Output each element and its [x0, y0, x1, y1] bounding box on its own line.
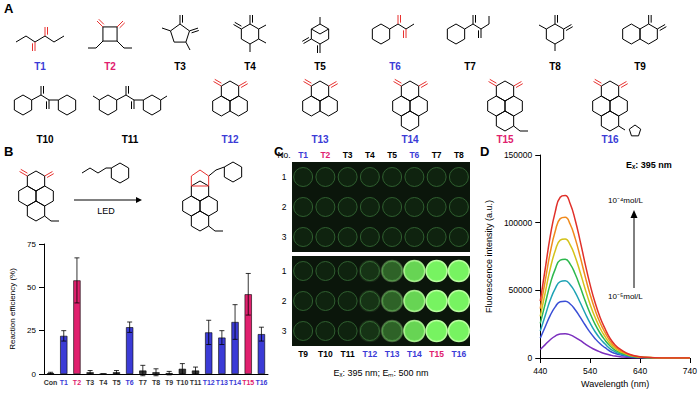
svg-text:0: 0: [32, 370, 37, 379]
svg-text:T7: T7: [139, 379, 147, 386]
svg-text:T15: T15: [496, 134, 514, 145]
svg-text:T10: T10: [36, 134, 54, 145]
svg-text:Reaction efficiency (%): Reaction efficiency (%): [8, 268, 17, 350]
svg-text:2: 2: [282, 296, 287, 306]
svg-text:T2: T2: [104, 61, 116, 72]
svg-text:T7: T7: [432, 150, 442, 160]
svg-text:T14: T14: [407, 349, 422, 359]
svg-text:T3: T3: [343, 150, 353, 160]
svg-text:T8: T8: [152, 379, 160, 386]
svg-text:T6: T6: [409, 150, 419, 160]
svg-text:T13: T13: [311, 134, 329, 145]
svg-text:100000: 100000: [504, 218, 533, 228]
svg-text:T4: T4: [99, 379, 107, 386]
svg-text:T10: T10: [318, 349, 333, 359]
svg-text:T10: T10: [176, 379, 188, 386]
svg-text:T6: T6: [389, 61, 401, 72]
svg-text:T5: T5: [112, 379, 120, 386]
svg-text:T12: T12: [221, 134, 239, 145]
svg-text:Wavelength (nm): Wavelength (nm): [581, 379, 649, 389]
svg-text:T7: T7: [464, 61, 476, 72]
svg-text:T8: T8: [454, 150, 464, 160]
svg-text:T14: T14: [229, 379, 241, 386]
svg-text:T2: T2: [73, 379, 81, 386]
svg-text:T4: T4: [365, 150, 375, 160]
svg-text:10⁻⁵mol/L: 10⁻⁵mol/L: [608, 292, 643, 301]
svg-text:No.: No.: [277, 150, 290, 160]
svg-text:T15: T15: [242, 379, 254, 386]
svg-text:50000: 50000: [509, 285, 533, 295]
svg-text:75: 75: [27, 240, 36, 249]
svg-text:440: 440: [533, 366, 547, 376]
svg-text:540: 540: [583, 366, 597, 376]
svg-text:T9: T9: [165, 379, 173, 386]
svg-text:T4: T4: [244, 61, 256, 72]
svg-text:T11: T11: [190, 379, 202, 386]
svg-text:50: 50: [27, 283, 36, 292]
svg-text:Eₓ: 395 nm: Eₓ: 395 nm: [626, 160, 672, 170]
svg-text:T15: T15: [429, 349, 444, 359]
svg-text:T16: T16: [452, 349, 467, 359]
svg-text:2: 2: [282, 202, 287, 212]
svg-text:T3: T3: [174, 61, 186, 72]
svg-text:Eₓ: 395 nm; Eₘ: 500 nm: Eₓ: 395 nm; Eₘ: 500 nm: [334, 368, 429, 378]
svg-text:T12: T12: [363, 349, 378, 359]
svg-text:T6: T6: [126, 379, 134, 386]
svg-text:T13: T13: [385, 349, 400, 359]
svg-text:T8: T8: [549, 61, 561, 72]
svg-text:T11: T11: [122, 134, 139, 145]
svg-text:10⁻⁴mol/L: 10⁻⁴mol/L: [608, 196, 643, 205]
svg-text:Fluorescence intensity (a.u.): Fluorescence intensity (a.u.): [484, 200, 494, 313]
svg-text:T5: T5: [314, 61, 326, 72]
svg-text:Con: Con: [44, 379, 58, 386]
svg-text:T1: T1: [298, 150, 308, 160]
svg-text:740: 740: [683, 366, 697, 376]
svg-text:3: 3: [282, 232, 287, 242]
svg-text:1: 1: [282, 266, 287, 276]
svg-text:B: B: [4, 144, 13, 159]
svg-text:T16: T16: [255, 379, 267, 386]
svg-text:T9: T9: [634, 61, 646, 72]
svg-text:T1: T1: [34, 61, 46, 72]
svg-text:T16: T16: [601, 134, 619, 145]
svg-text:T12: T12: [203, 379, 215, 386]
svg-text:T3: T3: [86, 379, 94, 386]
svg-text:0: 0: [528, 353, 533, 363]
svg-text:T11: T11: [341, 349, 355, 359]
svg-text:A: A: [4, 1, 14, 16]
svg-text:T14: T14: [401, 134, 419, 145]
svg-text:1: 1: [282, 172, 287, 182]
svg-text:3: 3: [282, 326, 287, 336]
svg-text:T13: T13: [216, 379, 228, 386]
svg-text:LED: LED: [97, 206, 115, 216]
svg-text:25: 25: [27, 326, 36, 335]
svg-text:T1: T1: [60, 379, 68, 386]
svg-text:T5: T5: [387, 150, 397, 160]
svg-text:T9: T9: [298, 349, 308, 359]
svg-text:T2: T2: [320, 150, 330, 160]
svg-text:640: 640: [633, 366, 647, 376]
svg-text:D: D: [480, 144, 489, 159]
svg-text:150000: 150000: [504, 150, 533, 160]
